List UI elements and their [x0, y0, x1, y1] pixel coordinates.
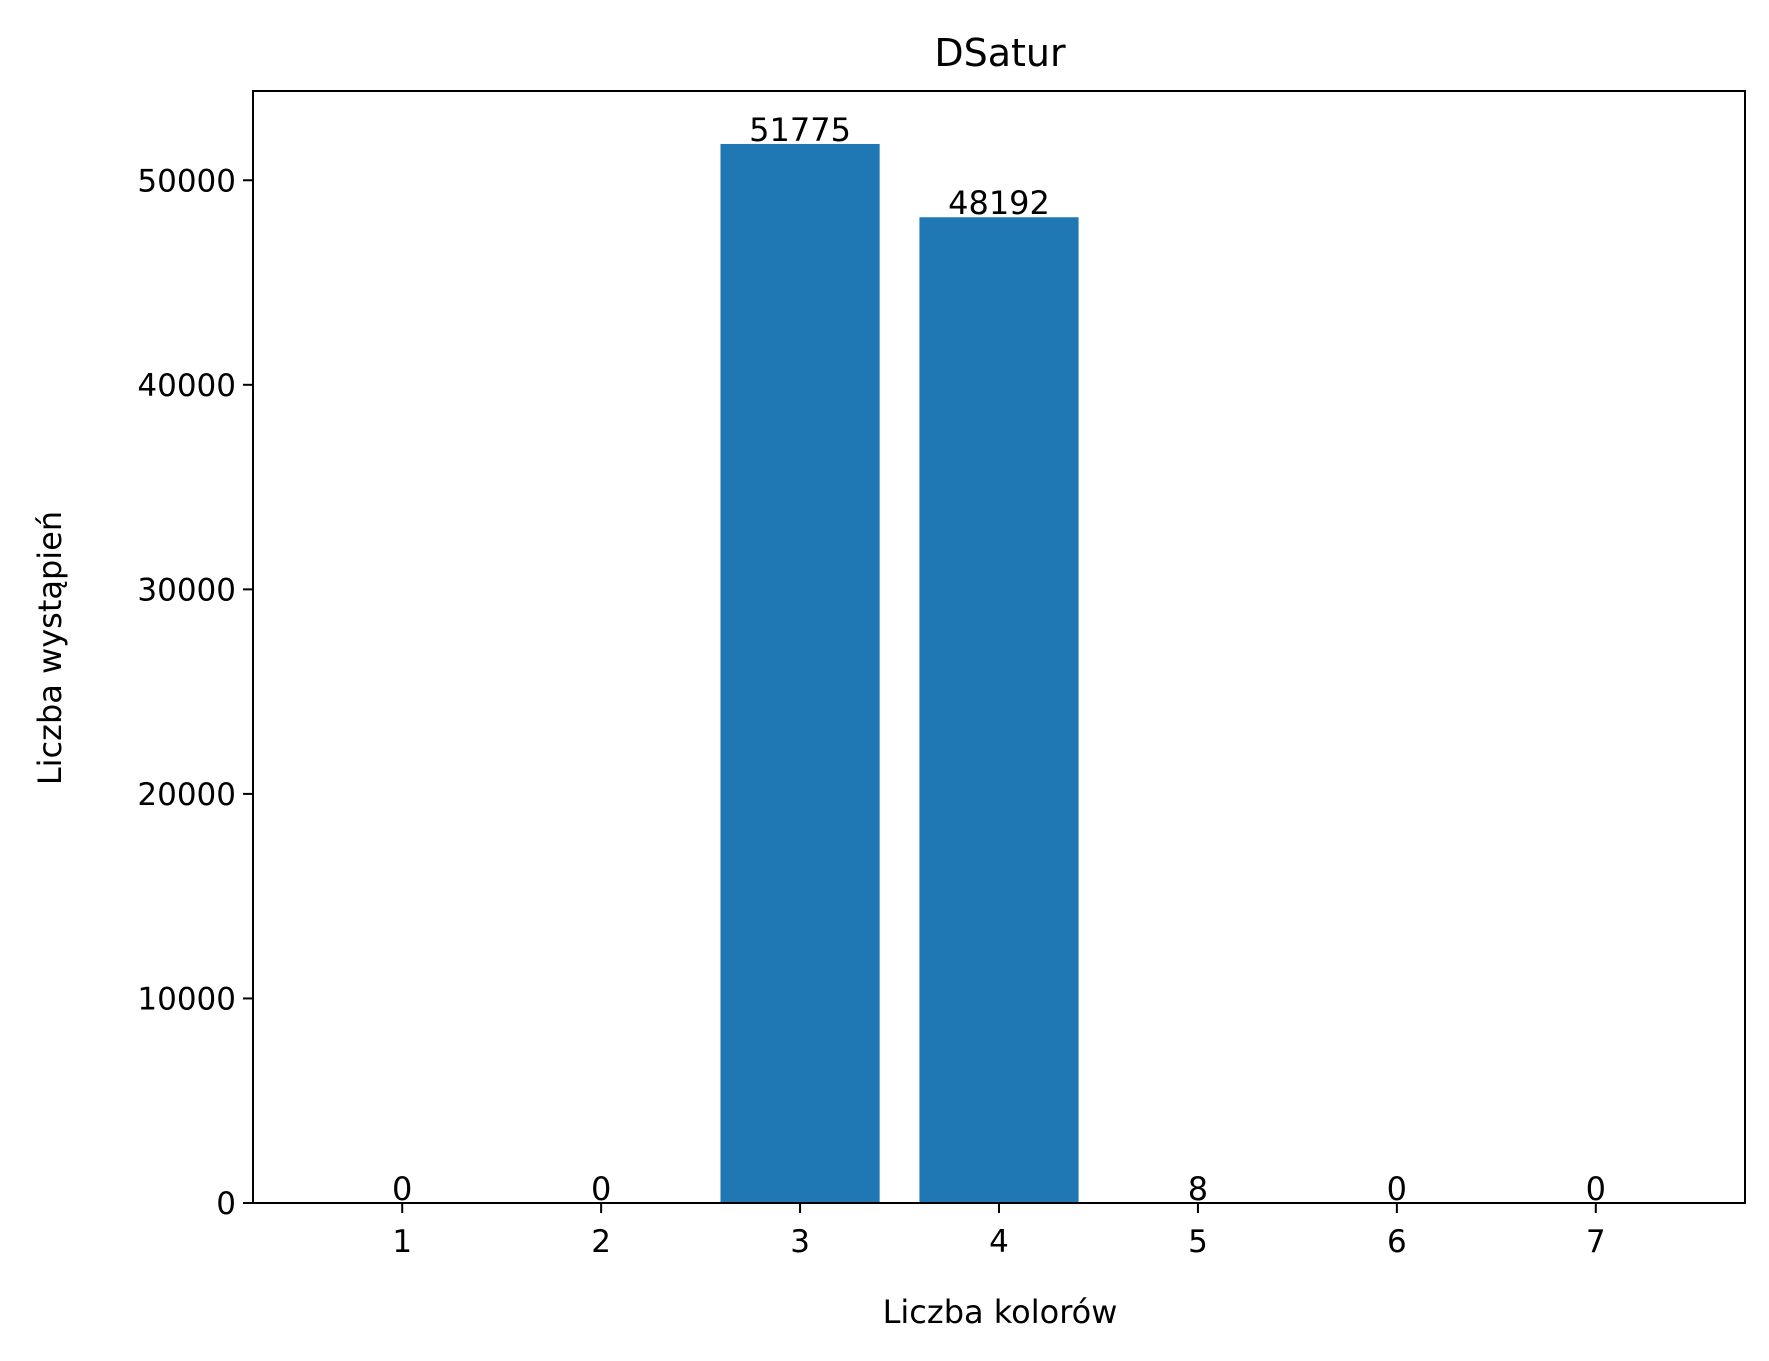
x-tick-label-7: 7: [1586, 1224, 1606, 1260]
chart-title: DSatur: [934, 31, 1066, 75]
bars-group: [720, 143, 1278, 1204]
x-tick-label-3: 3: [790, 1224, 810, 1260]
x-tick-label-1: 1: [392, 1224, 412, 1260]
bar-4: [919, 217, 1079, 1204]
data-label-6: 0: [1387, 1170, 1407, 1208]
data-labels-group: 0 0 51775 48192 8 0 0: [392, 111, 1606, 1208]
x-tick-label-2: 2: [591, 1224, 611, 1260]
y-axis: 0 10000 20000 30000 40000 50000: [137, 163, 253, 1222]
plot-frame: [252, 90, 1746, 1204]
data-label-4: 48192: [948, 184, 1050, 222]
y-tick-label-50000: 50000: [137, 163, 236, 199]
data-label-3: 51775: [749, 111, 851, 149]
data-label-5: 8: [1188, 1170, 1208, 1208]
data-label-7: 0: [1586, 1170, 1606, 1208]
y-axis-title: Liczba wystąpień: [31, 511, 69, 785]
y-tick-label-40000: 40000: [137, 368, 236, 404]
x-tick-label-5: 5: [1188, 1224, 1208, 1260]
x-axis: 1 2 3 4 5 6 7: [392, 1203, 1606, 1260]
x-axis-title: Liczba kolorów: [883, 1293, 1118, 1331]
y-tick-label-20000: 20000: [137, 777, 236, 813]
data-label-1: 0: [392, 1170, 412, 1208]
y-tick-label-30000: 30000: [137, 572, 236, 608]
x-tick-label-6: 6: [1387, 1224, 1407, 1260]
bar-3: [720, 143, 880, 1203]
y-tick-label-10000: 10000: [137, 981, 236, 1017]
y-tick-label-0: 0: [216, 1186, 236, 1222]
x-tick-label-4: 4: [989, 1224, 1009, 1260]
data-label-2: 0: [591, 1170, 611, 1208]
